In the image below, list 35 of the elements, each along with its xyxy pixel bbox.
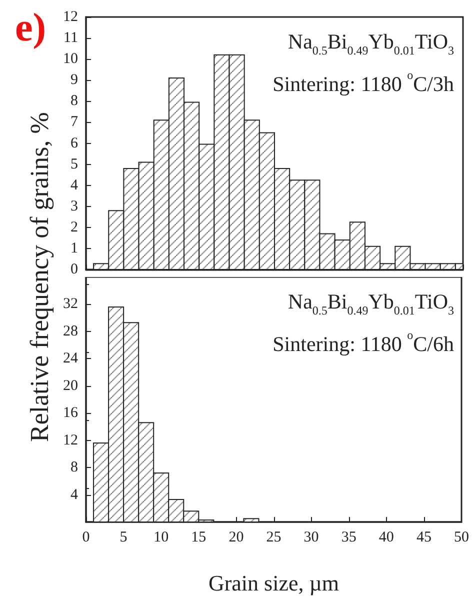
y-tick-label: 8 [70,460,78,476]
y-tick-label: 0 [70,262,78,278]
x-tick-label: 25 [266,530,282,546]
y-tick-label: 5 [70,156,78,172]
x-tick-label: 20 [228,530,244,546]
chart-title: e) [15,4,46,50]
x-tick-label: 0 [82,530,90,546]
y-tick-label: 1 [70,240,78,256]
x-tick-label: 15 [191,530,206,546]
x-tick-label: 45 [416,530,432,546]
y-tick-label: 2 [70,219,78,236]
y-tick-label: 24 [63,350,78,367]
y-tick-label: 7 [70,114,78,130]
y-tick-label: 9 [70,72,78,88]
x-tick-label: 40 [378,530,394,546]
y-tick-label: 12 [63,432,78,448]
y-axis-title: Relative frequency of grains, % [25,112,55,442]
y-tick-label: 32 [63,296,78,312]
x-tick-label: 35 [341,530,356,546]
y-tick-label: 16 [63,405,78,422]
x-tick-label: 30 [304,530,319,546]
y-tick-label: 6 [70,135,78,152]
x-tick-label: 50 [454,530,469,546]
y-tick-label: 10 [63,51,78,68]
x-tick-label: 5 [120,530,128,546]
y-tick-label: 28 [63,323,78,340]
y-tick-label: 4 [70,177,78,194]
x-axis-title: Grain size, µm [208,570,340,596]
y-tick-label: 11 [64,30,78,46]
y-tick-label: 8 [70,93,78,110]
y-tick-label: 3 [70,198,78,214]
y-tick-label: 20 [63,378,78,394]
x-tick-label: 10 [154,530,169,546]
y-tick-label: 4 [70,486,78,503]
y-tick-label: 12 [63,9,78,25]
